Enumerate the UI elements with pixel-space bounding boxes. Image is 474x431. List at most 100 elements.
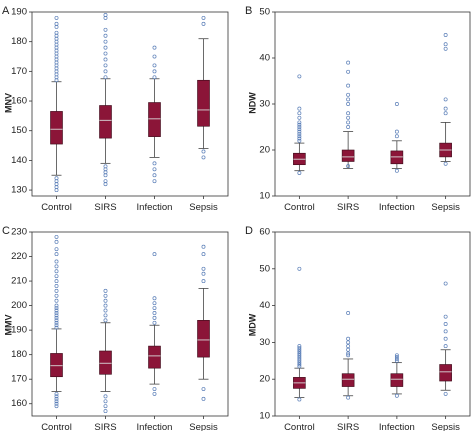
outlier-point (103, 394, 108, 399)
outlier-point (297, 357, 302, 361)
outlier-point (152, 69, 157, 74)
y-tick-label: 140 (11, 155, 27, 166)
outlier-point (297, 120, 302, 125)
box (197, 320, 210, 358)
box-control (293, 266, 306, 402)
outlier-point (297, 125, 302, 129)
y-tick-label: 160 (11, 96, 27, 107)
outlier-point (346, 97, 351, 102)
outlier-point (297, 344, 302, 349)
outlier-point (297, 362, 302, 367)
outlier-point (443, 106, 448, 111)
outlier-point (346, 353, 351, 358)
outlier-point (54, 284, 59, 288)
outlier-point (54, 274, 59, 279)
outlier-point (346, 69, 351, 74)
panel-letter: D (245, 225, 253, 237)
outlier-point (152, 387, 157, 391)
outlier-point (346, 340, 351, 345)
outlier-point (201, 387, 206, 391)
outlier-point (103, 179, 108, 184)
outlier-point (443, 336, 448, 341)
outlier-point (54, 15, 59, 20)
outlier-point (103, 293, 108, 298)
outlier-point (54, 259, 59, 264)
y-tick-label: 30 (259, 337, 270, 348)
y-tick-label: 200 (11, 300, 27, 311)
outlier-point (394, 168, 399, 173)
y-axis-label: MNV (3, 93, 13, 113)
box-sepsis (197, 244, 210, 401)
outlier-point (394, 134, 399, 139)
y-tick-label: 180 (11, 349, 27, 360)
box-infection (390, 353, 404, 398)
x-tick-label: SIRS (337, 422, 359, 431)
outlier-point (152, 63, 157, 68)
panel-a: A MNV 130 140 150 160 170 180 190 Control SIRS Infe… (2, 5, 229, 213)
y-tick-label: 150 (11, 125, 27, 136)
outlier-point (54, 288, 59, 293)
y-tick-label: 180 (11, 36, 27, 47)
panel-letter: C (2, 225, 10, 237)
outlier-point (346, 164, 351, 169)
outlier-point (54, 293, 59, 298)
outlier-point (346, 311, 351, 315)
outlier-point (103, 13, 108, 17)
outlier-point (103, 39, 108, 44)
outlier-point (297, 353, 302, 358)
outlier-point (297, 266, 302, 271)
outlier-point (346, 60, 351, 65)
y-tick-label: 40 (259, 53, 270, 64)
outlier-point (152, 315, 157, 320)
outlier-point (346, 83, 351, 88)
x-tick-label: Infection (379, 202, 415, 213)
outlier-point (443, 33, 448, 37)
panel-letter: A (2, 5, 10, 17)
outlier-point (394, 358, 399, 363)
outlier-point (54, 396, 59, 401)
y-tick-label: 20 (259, 145, 270, 156)
outlier-point (394, 355, 399, 360)
box-control (293, 74, 306, 175)
outlier-point (103, 313, 108, 318)
box-sepsis (439, 33, 452, 166)
outlier-point (201, 155, 206, 160)
outlier-point (297, 360, 302, 365)
x-tick-label: SIRS (94, 202, 116, 213)
outlier-point (152, 301, 157, 306)
plot-frame (31, 231, 229, 417)
outlier-point (297, 355, 302, 360)
outlier-point (394, 129, 399, 134)
x-tick-label: SIRS (337, 202, 359, 213)
outlier-point (54, 308, 59, 313)
outlier-point (443, 46, 448, 51)
outlier-point (54, 399, 59, 404)
y-tick-label: 10 (259, 411, 270, 422)
y-axis-label: MMV (3, 315, 13, 336)
outlier-point (346, 336, 351, 341)
outlier-point (103, 308, 108, 313)
outlier-point (297, 171, 302, 175)
x-tick-label: Infection (379, 422, 415, 431)
x-tick-label: Infection (137, 202, 173, 213)
outlier-point (443, 391, 448, 396)
x-tick-label: Sepsis (189, 422, 218, 431)
outlier-point (54, 30, 59, 35)
outlier-point (54, 315, 59, 320)
outlier-point (54, 21, 59, 26)
outlier-point (201, 244, 206, 249)
outlier-point (54, 311, 59, 315)
x-tick-label: SIRS (94, 422, 116, 431)
box-infection (148, 45, 161, 184)
outlier-point (54, 401, 59, 406)
outlier-point (297, 127, 302, 132)
outlier-point (152, 252, 157, 257)
outlier-point (346, 92, 351, 97)
box (99, 350, 112, 375)
x-tick-label: Infection (137, 422, 173, 431)
outlier-point (54, 318, 59, 323)
outlier-point (443, 322, 448, 326)
outlier-point (443, 111, 448, 116)
outlier-point (201, 396, 206, 401)
